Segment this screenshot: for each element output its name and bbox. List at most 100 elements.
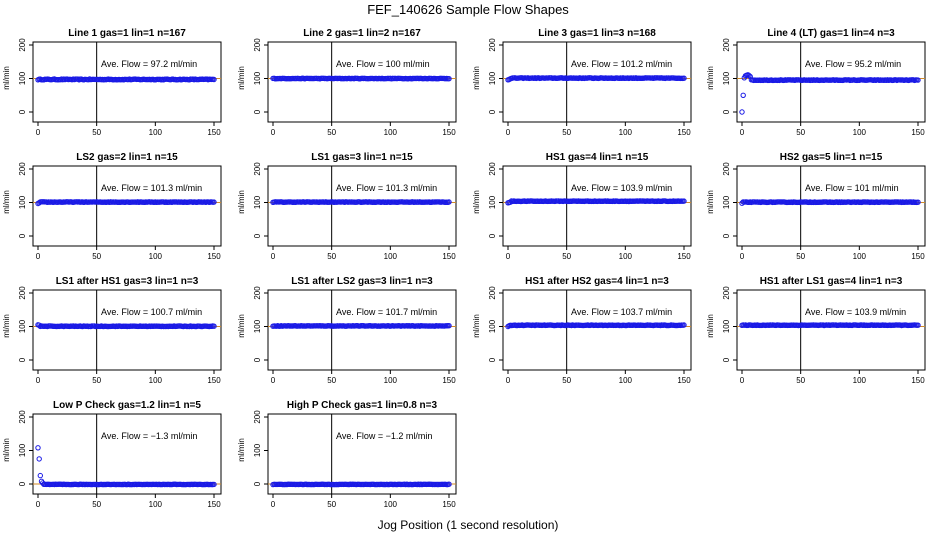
- y-tick-label: 0: [488, 357, 497, 362]
- y-tick-label: 0: [18, 357, 27, 362]
- y-tick-label: 100: [253, 71, 262, 85]
- y-tick-label: 200: [18, 162, 27, 176]
- y-tick-label: 100: [253, 319, 262, 333]
- x-tick-label: 150: [677, 128, 691, 137]
- panel-6: LS1 gas=3 lin=1 n=15 ml/min 0 100 200 0 50 100 1…: [237, 152, 457, 261]
- y-tick-label: 200: [722, 162, 731, 176]
- x-tick-label: 100: [149, 128, 163, 137]
- data-point: [211, 481, 217, 488]
- x-tick-label: 100: [384, 376, 398, 385]
- y-tick-label: 0: [722, 233, 731, 238]
- x-tick-label: 100: [384, 500, 398, 509]
- data-point: [681, 198, 687, 204]
- x-tick-label: 150: [442, 128, 456, 137]
- panel-title: Line 2 gas=1 lin=2 n=167: [303, 28, 421, 39]
- x-tick-label: 100: [853, 128, 867, 137]
- x-tick-label: 50: [327, 500, 336, 509]
- plot-frame: [32, 165, 222, 247]
- y-tick-label: 0: [722, 109, 731, 114]
- panel-title: HS1 after HS2 gas=4 lin=1 n=3: [525, 276, 669, 287]
- data-point: [681, 75, 687, 81]
- data-point: [740, 92, 746, 99]
- average-flow-annotation: Ave. Flow = −1.3 ml/min: [101, 431, 197, 441]
- plot-frame: [267, 41, 457, 123]
- plot-frame: [267, 289, 457, 371]
- y-axis-label: ml/min: [706, 314, 715, 338]
- x-tick-label: 100: [384, 252, 398, 261]
- y-tick-label: 200: [253, 410, 262, 424]
- x-tick-label: 150: [677, 376, 691, 385]
- plot-frame: [502, 289, 692, 371]
- x-tick-label: 0: [271, 376, 276, 385]
- data-point: [739, 109, 745, 115]
- y-tick-label: 100: [253, 195, 262, 209]
- data-point: [37, 472, 43, 479]
- y-tick-label: 200: [18, 286, 27, 300]
- data-point: [211, 76, 217, 83]
- plot-frame: [32, 413, 222, 495]
- x-tick-label: 50: [796, 128, 805, 137]
- y-axis-label: ml/min: [2, 190, 11, 214]
- x-tick-label: 0: [36, 128, 41, 137]
- x-tick-label: 100: [384, 128, 398, 137]
- panel-13: Low P Check gas=1.2 lin=1 n=5 ml/min 0 100 2…: [2, 400, 222, 509]
- y-tick-label: 200: [488, 38, 497, 52]
- x-tick-label: 50: [92, 252, 101, 261]
- panel-title: Line 1 gas=1 lin=1 n=167: [68, 28, 186, 39]
- y-axis-label: ml/min: [706, 66, 715, 90]
- y-tick-label: 200: [18, 410, 27, 424]
- panel-title: LS2 gas=2 lin=1 n=15: [76, 152, 178, 163]
- panel-title: LS1 after HS1 gas=3 lin=1 n=3: [56, 276, 199, 287]
- data-point: [446, 199, 452, 205]
- data-point: [915, 199, 921, 205]
- y-tick-label: 0: [253, 109, 262, 114]
- x-tick-label: 150: [442, 376, 456, 385]
- data-point: [211, 323, 217, 329]
- x-axis-caption: Jog Position (1 second resolution): [377, 518, 559, 532]
- x-tick-label: 0: [506, 252, 511, 261]
- x-tick-label: 0: [271, 500, 276, 509]
- x-tick-label: 150: [207, 128, 221, 137]
- average-flow-annotation: Ave. Flow = 103.9 ml/min: [571, 183, 672, 193]
- panel-2: Line 2 gas=1 lin=2 n=167 ml/min 0 100 200 0 50…: [237, 28, 457, 137]
- x-tick-label: 100: [149, 376, 163, 385]
- panel-title: Line 4 (LT) gas=1 lin=4 n=3: [767, 28, 895, 39]
- y-axis-label: ml/min: [237, 314, 246, 338]
- x-tick-label: 50: [327, 128, 336, 137]
- data-point: [36, 456, 42, 462]
- y-axis-label: ml/min: [706, 190, 715, 214]
- y-tick-label: 200: [488, 286, 497, 300]
- y-tick-label: 100: [18, 319, 27, 333]
- plot-frame: [736, 165, 926, 247]
- average-flow-annotation: Ave. Flow = 95.2 ml/min: [805, 59, 901, 69]
- x-tick-label: 50: [562, 128, 571, 137]
- figure-title: FEF_140626 Sample Flow Shapes: [367, 2, 569, 17]
- x-tick-label: 150: [677, 252, 691, 261]
- x-tick-label: 0: [36, 252, 41, 261]
- plot-frame: [32, 41, 222, 123]
- y-axis-label: ml/min: [472, 314, 481, 338]
- x-tick-label: 150: [911, 128, 925, 137]
- y-axis-label: ml/min: [472, 190, 481, 214]
- y-tick-label: 0: [488, 233, 497, 238]
- data-point: [446, 323, 452, 329]
- y-tick-label: 200: [18, 38, 27, 52]
- y-tick-label: 100: [18, 195, 27, 209]
- x-tick-label: 100: [619, 252, 633, 261]
- y-tick-label: 100: [253, 443, 262, 457]
- x-tick-label: 150: [911, 252, 925, 261]
- average-flow-annotation: Ave. Flow = 97.2 ml/min: [101, 59, 197, 69]
- data-point: [915, 322, 921, 328]
- panel-7: HS1 gas=4 lin=1 n=15 ml/min 0 100 200 0 50 100 1…: [472, 152, 692, 261]
- y-tick-label: 200: [253, 38, 262, 52]
- x-tick-label: 0: [36, 500, 41, 509]
- x-tick-label: 50: [562, 376, 571, 385]
- panel-title: HS1 after LS1 gas=4 lin=1 n=3: [760, 276, 903, 287]
- x-tick-label: 100: [853, 376, 867, 385]
- plot-frame: [736, 289, 926, 371]
- data-point: [747, 73, 753, 80]
- x-tick-label: 150: [442, 500, 456, 509]
- x-tick-label: 0: [740, 376, 745, 385]
- x-tick-label: 150: [442, 252, 456, 261]
- y-axis-label: ml/min: [472, 66, 481, 90]
